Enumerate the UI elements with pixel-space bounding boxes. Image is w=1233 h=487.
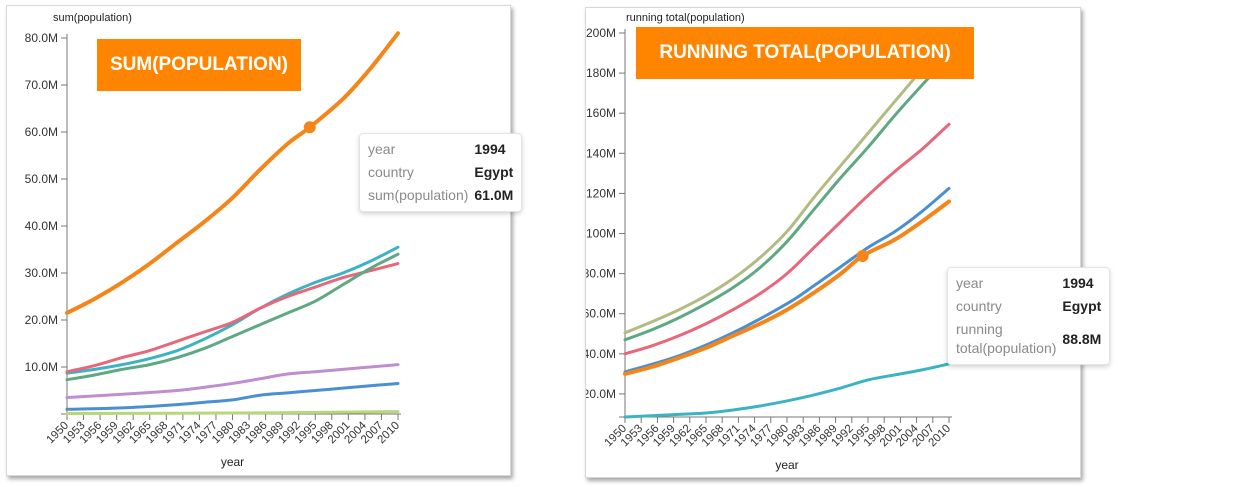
series-line-olive xyxy=(623,32,951,335)
tooltip-value: Egypt xyxy=(1062,298,1102,314)
y-tick-label: 80.0M xyxy=(25,31,58,45)
x-axis-title: year xyxy=(221,455,244,469)
y-tick-label: 120M xyxy=(586,186,616,200)
tooltip-key: sum(population) xyxy=(368,187,469,203)
tooltip: year 1994 country Egypt running total(popu… xyxy=(947,267,1111,365)
y-tick-label: 20.0M xyxy=(25,313,58,327)
y-tick-label: 60.0M xyxy=(25,125,58,139)
tooltip-value: 61.0M xyxy=(474,187,514,203)
tooltip-row-measure: running total(population) 88.8M xyxy=(956,318,1101,360)
chart-banner: RUNNING TOTAL(POPULATION) xyxy=(636,27,974,79)
series-line-purple xyxy=(65,363,400,400)
tooltip-row-year: year 1994 xyxy=(956,272,1101,295)
running-total-chart-panel: running total(population) 20.0M 40.0M 60.0M… xyxy=(585,7,1111,478)
tooltip-value: Egypt xyxy=(474,164,514,180)
sum-population-chart: sum(population) 10.0M 20.0M 30.0M 40.0M 50.0M… xyxy=(25,12,402,469)
series-line-orange xyxy=(623,199,951,376)
tooltip-value: 88.8M xyxy=(1062,330,1102,347)
series-line-blue xyxy=(623,186,951,374)
y-tick-label: 20.0M xyxy=(586,387,616,401)
y-tick-label: 100M xyxy=(586,227,616,241)
series-line-red xyxy=(65,262,400,374)
series-line-teal xyxy=(65,245,400,375)
tooltip-value: 1994 xyxy=(474,141,506,157)
y-axis-title: sum(population) xyxy=(53,12,132,24)
tooltip-key: country xyxy=(956,298,1002,314)
series-line-lightgreen xyxy=(65,410,400,416)
series-line-green xyxy=(65,252,400,382)
y-tick-label: 180M xyxy=(586,66,616,80)
sum-population-chart-panel: sum(population) 10.0M 20.0M 30.0M 40.0M 50.0M… xyxy=(6,5,523,476)
tooltip-row-country: country Egypt xyxy=(368,161,513,184)
tooltip-row-year: year 1994 xyxy=(368,138,513,161)
y-tick-label: 200M xyxy=(586,26,616,40)
highlight-point xyxy=(303,121,316,134)
series-line-blue xyxy=(65,381,400,411)
x-axis-title: year xyxy=(775,458,798,472)
tooltip-key: running total(population) xyxy=(956,321,1057,356)
y-tick-label: 60.0M xyxy=(586,307,616,321)
y-tick-label: 10.0M xyxy=(25,360,58,374)
series-line-green xyxy=(623,54,951,342)
tooltip-row-country: country Egypt xyxy=(956,295,1101,318)
tooltip: year 1994 country Egypt sum(population) 61.… xyxy=(359,133,523,212)
series-line-teal xyxy=(623,362,951,419)
tooltip-key: year xyxy=(368,141,396,157)
y-tick-label: 40.0M xyxy=(25,219,58,233)
running-total-chart: running total(population) 20.0M 40.0M 60.0M… xyxy=(586,12,953,472)
tooltip-key: country xyxy=(368,164,414,180)
y-tick-label: 70.0M xyxy=(25,78,58,92)
chart-banner: SUM(POPULATION) xyxy=(97,39,301,91)
series-line-red xyxy=(623,122,951,356)
y-tick-label: 160M xyxy=(586,106,616,120)
y-axis-title: running total(population) xyxy=(626,12,745,24)
y-tick-label: 50.0M xyxy=(25,172,58,186)
series-line-orange xyxy=(65,31,400,315)
tooltip-row-measure: sum(population) 61.0M xyxy=(368,184,513,207)
y-tick-label: 80.0M xyxy=(586,267,616,281)
tooltip-key: year xyxy=(956,275,984,291)
tooltip-value: 1994 xyxy=(1062,275,1094,291)
y-tick-label: 40.0M xyxy=(586,347,616,361)
highlight-point xyxy=(856,249,869,262)
y-tick-label: 140M xyxy=(586,146,616,160)
y-tick-label: 30.0M xyxy=(25,266,58,280)
